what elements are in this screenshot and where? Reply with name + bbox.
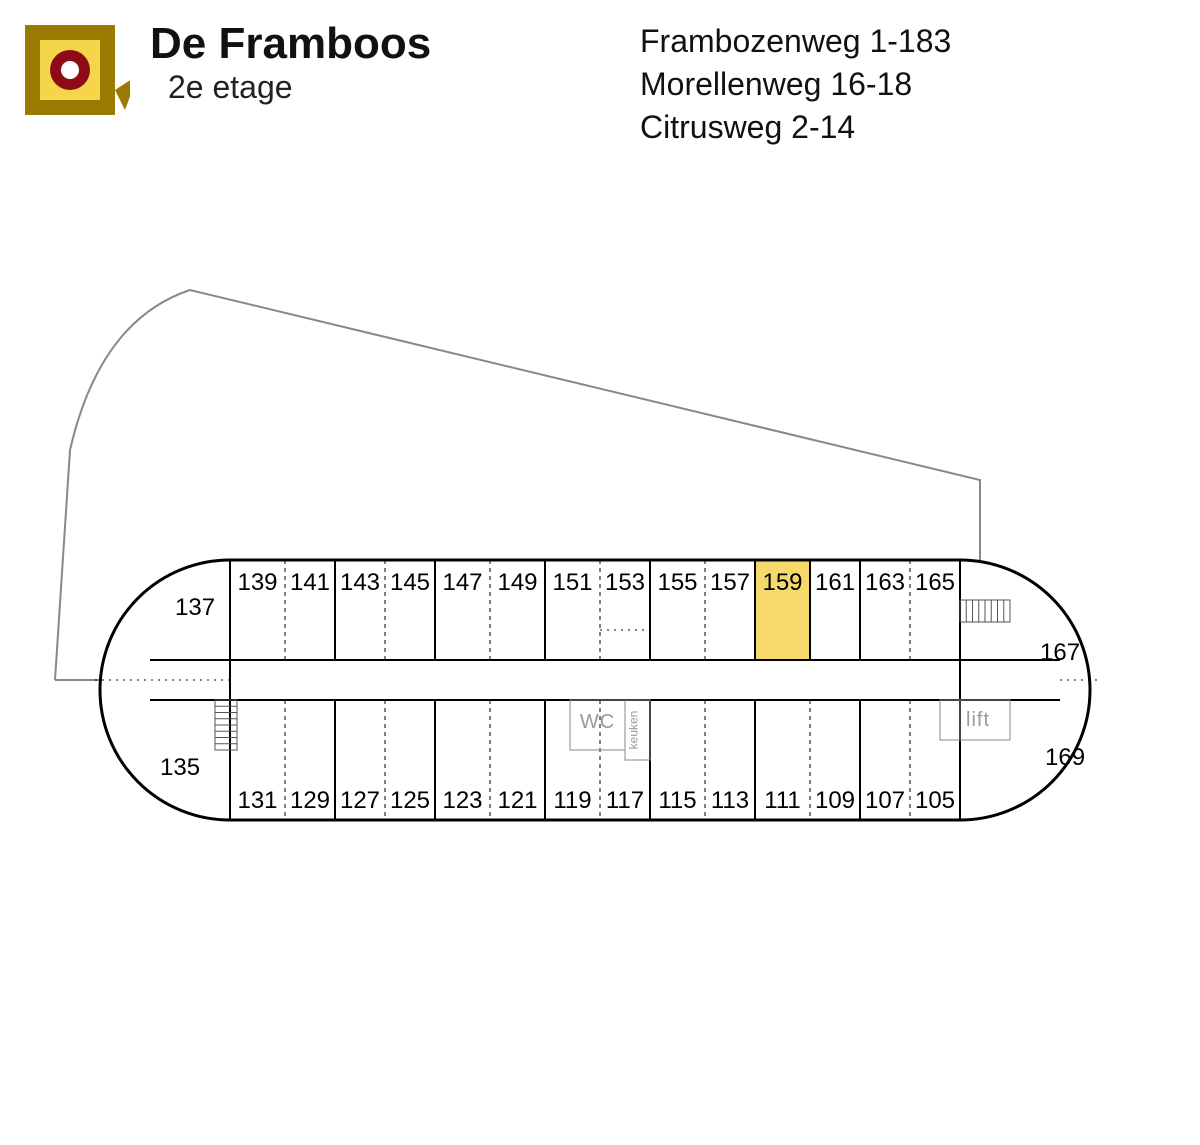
- room-label: 143: [340, 569, 380, 596]
- room-label: 167: [1040, 639, 1080, 666]
- room-label: 119: [553, 787, 591, 814]
- room-label: 121: [497, 787, 537, 814]
- room-label: 129: [290, 787, 330, 814]
- room-label: 161: [815, 569, 855, 596]
- room-label: 157: [710, 569, 750, 596]
- room-label: 149: [497, 569, 537, 596]
- room-label: 145: [390, 569, 430, 596]
- room-label: 131: [237, 787, 277, 814]
- room-label: 109: [815, 787, 855, 814]
- room-label: 113: [711, 787, 749, 814]
- room-label: 127: [340, 787, 380, 814]
- room-label: 125: [390, 787, 430, 814]
- room-label: 111: [764, 787, 800, 814]
- wc-label: WC: [580, 711, 615, 733]
- room-label: 169: [1045, 744, 1085, 771]
- room-label: 135: [160, 754, 200, 781]
- floor-plan: 139 141 143 145 147 149 151 153 155 157 159 161 163 1…: [0, 0, 1200, 1145]
- room-label: 141: [290, 569, 330, 596]
- page: De Framboos 2e etage Frambozenweg 1-183 …: [0, 0, 1200, 1145]
- room-label: 123: [442, 787, 482, 814]
- room-label: 151: [552, 569, 592, 596]
- room-label: 117: [606, 787, 644, 814]
- room-label: 153: [605, 569, 645, 596]
- room-label: 115: [658, 787, 696, 814]
- room-label: 155: [657, 569, 697, 596]
- room-label: 147: [442, 569, 482, 596]
- room-label: 163: [865, 569, 905, 596]
- room-label: 159: [762, 569, 802, 596]
- room-label: 137: [175, 594, 215, 621]
- keuken-label: keuken: [627, 711, 641, 750]
- room-label: 139: [237, 569, 277, 596]
- room-label: 165: [915, 569, 955, 596]
- room-label: 107: [865, 787, 905, 814]
- room-label: 105: [915, 787, 955, 814]
- lift-label: lift: [966, 709, 990, 731]
